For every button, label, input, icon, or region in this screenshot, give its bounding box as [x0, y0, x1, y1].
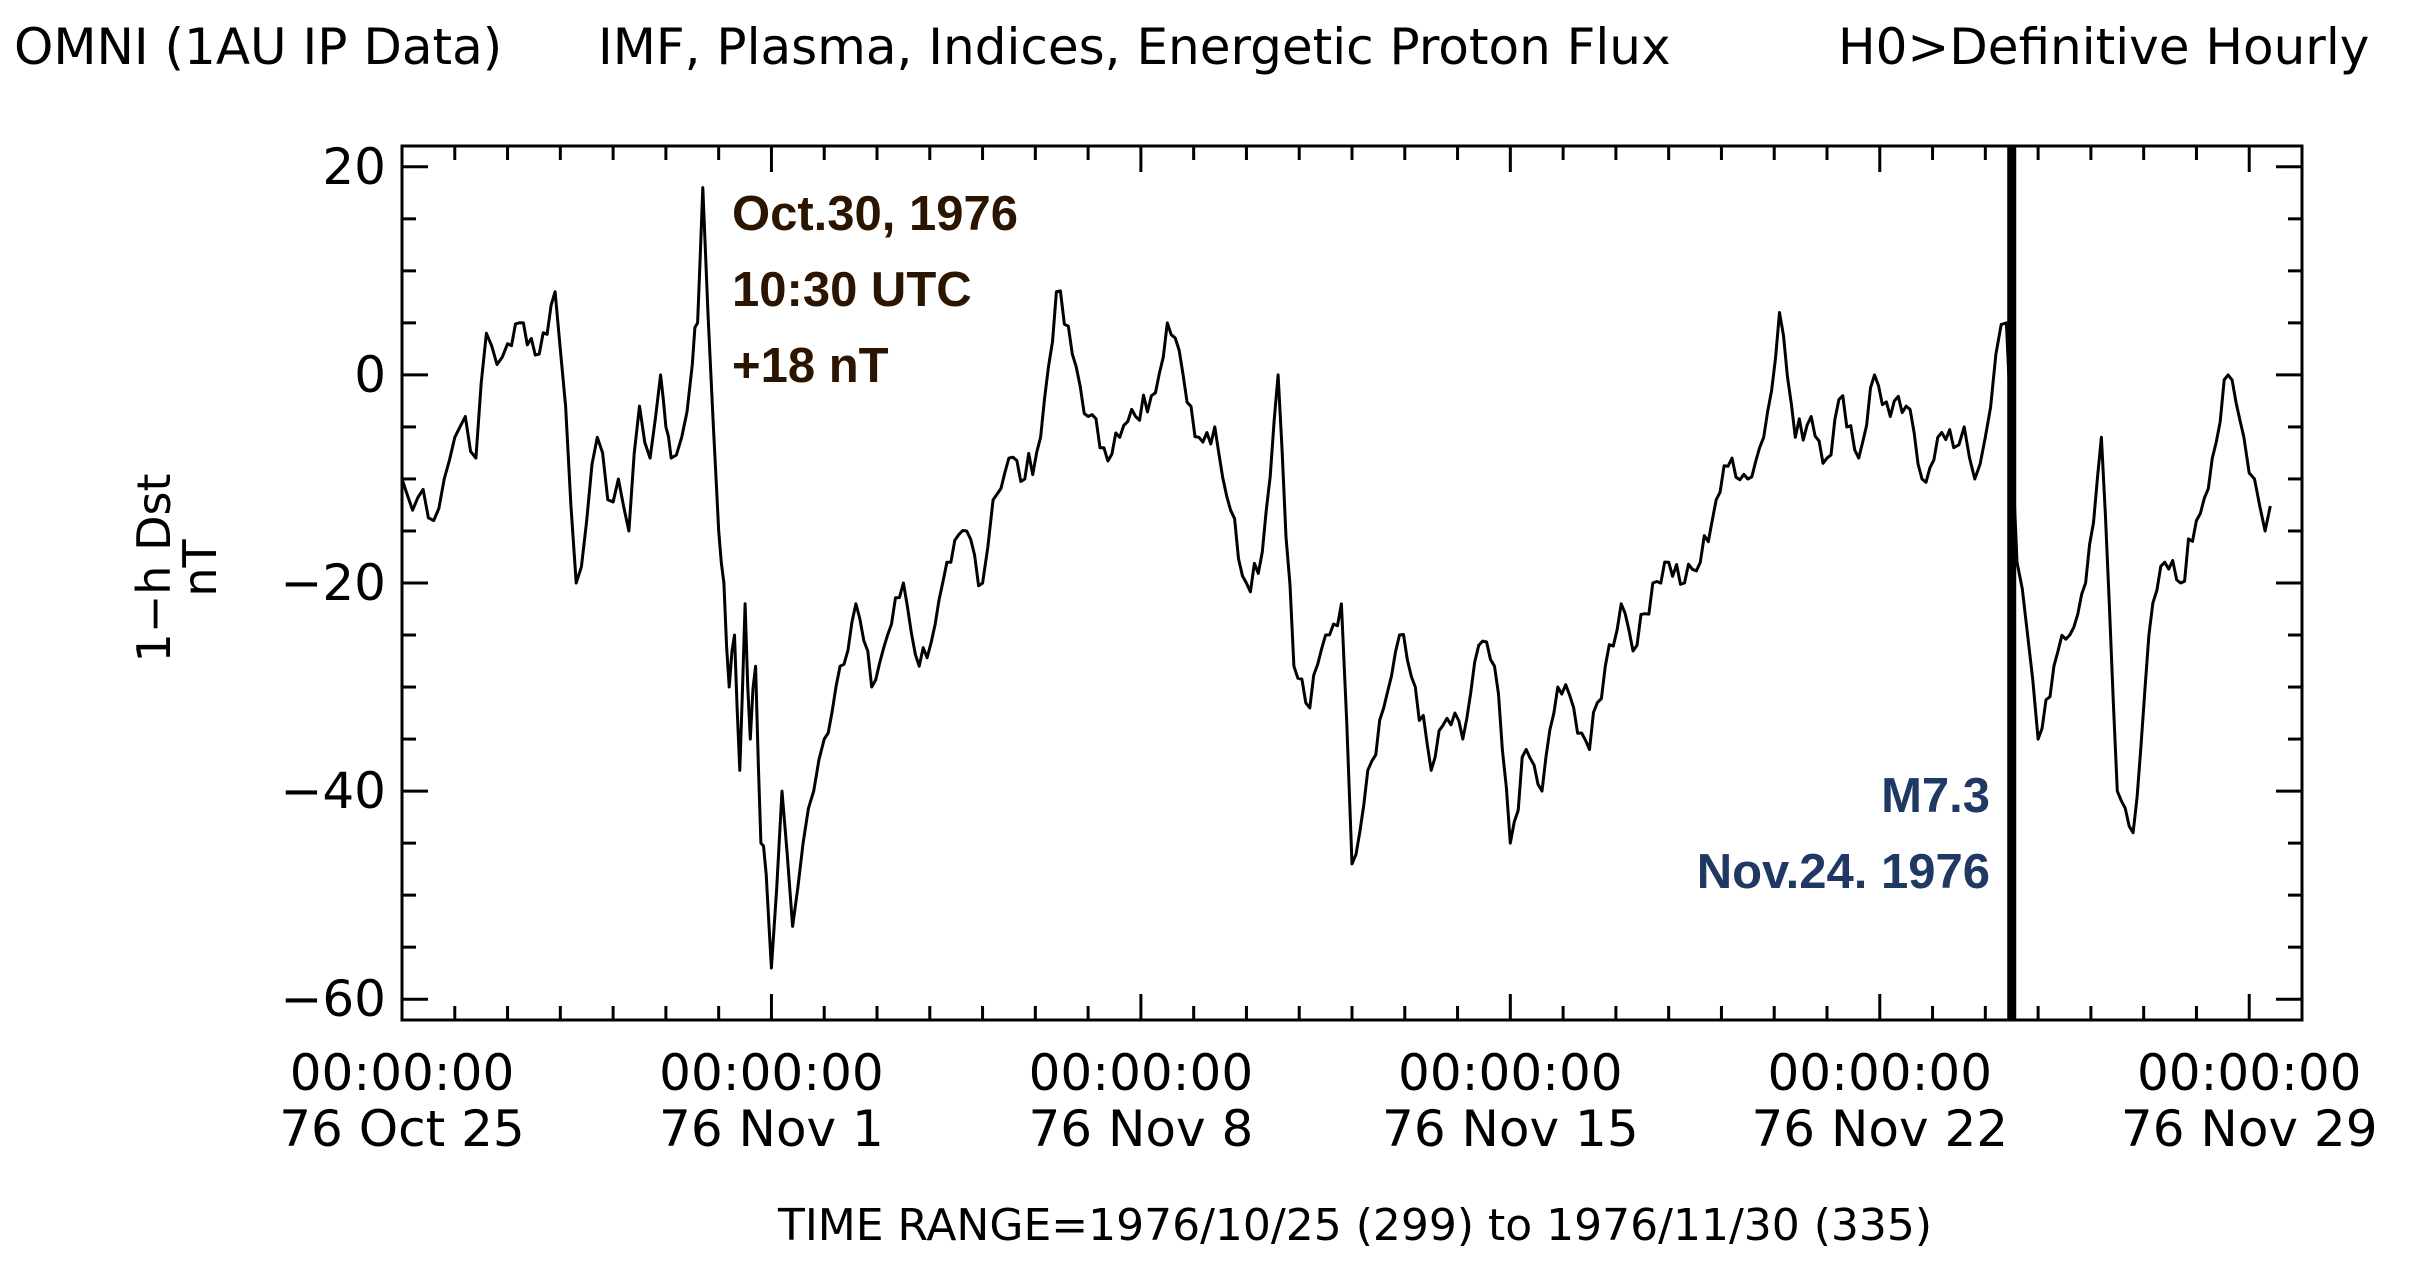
x-tick-label-time: 00:00:00: [659, 1044, 884, 1102]
peak-annotation-time: 10:30 UTC: [732, 263, 972, 317]
peak-annotation-date: Oct.30, 1976: [732, 187, 1018, 241]
event-label-magnitude: M7.3: [1881, 769, 1990, 823]
x-tick-label-date: 76 Nov 15: [1382, 1100, 1639, 1158]
peak-annotation-value: +18 nT: [732, 339, 889, 393]
x-tick-label-time: 00:00:00: [1029, 1044, 1254, 1102]
x-tick-label-date: 76 Nov 8: [1028, 1100, 1253, 1158]
y-tick-label: −20: [280, 554, 386, 612]
y-tick-label: 20: [322, 138, 386, 196]
y-axis-label: 1−h Dst: [127, 473, 181, 662]
x-tick-label-date: 76 Nov 29: [2121, 1100, 2378, 1158]
dst-series-line: [400, 186, 2272, 970]
y-tick-labels: 20 0 −20 −40 −60: [280, 138, 386, 1028]
x-tick-label-time: 00:00:00: [2137, 1044, 2362, 1102]
product-title: H0>Definitive Hourly: [1838, 18, 2369, 76]
variables-title: IMF, Plasma, Indices, Energetic Proton F…: [598, 18, 1671, 76]
plot-frame: [400, 144, 2304, 1022]
y-tick-label: −40: [280, 762, 386, 820]
x-tick-label-time: 00:00:00: [1767, 1044, 1992, 1102]
x-tick-label-date: 76 Oct 25: [279, 1100, 524, 1158]
x-tick-label-date: 76 Nov 22: [1751, 1100, 2008, 1158]
x-tick-label-time: 00:00:00: [1398, 1044, 1623, 1102]
axis-ticks: [400, 146, 2304, 1020]
time-range-label: TIME RANGE=1976/10/25 (299) to 1976/11/3…: [777, 1200, 1932, 1251]
dataset-title: OMNI (1AU IP Data): [14, 18, 502, 76]
event-label-date: Nov.24. 1976: [1697, 845, 1990, 899]
y-axis-unit: nT: [173, 538, 227, 596]
x-tick-label-time: 00:00:00: [290, 1044, 515, 1102]
y-tick-label: −60: [280, 970, 386, 1028]
y-tick-label: 0: [354, 346, 386, 404]
x-tick-label-date: 76 Nov 1: [659, 1100, 884, 1158]
